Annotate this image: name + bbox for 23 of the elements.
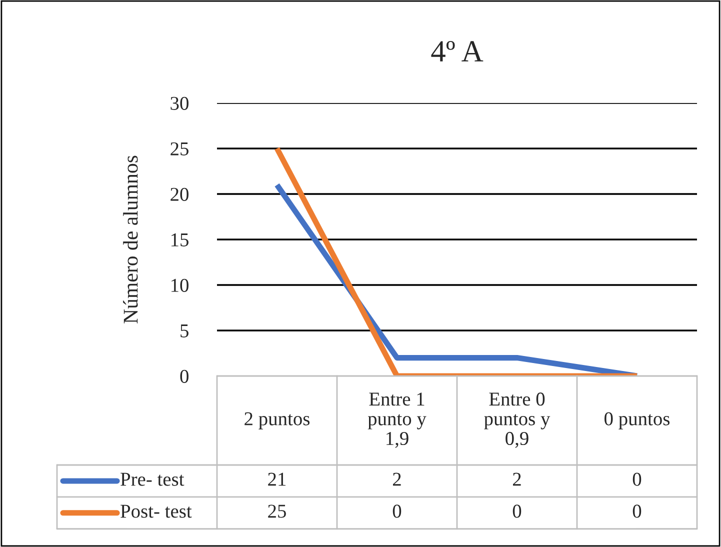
x-tick-label: 2 puntos xyxy=(244,412,310,430)
data-label: 0 xyxy=(632,472,642,486)
data-label: 2 xyxy=(392,472,401,486)
data-label: 0 xyxy=(512,504,522,518)
data-label: 21 xyxy=(268,472,286,486)
chart-title: 4º A xyxy=(431,41,484,62)
y-tick-label: 25 xyxy=(170,142,188,156)
data-label: 0 xyxy=(392,504,402,518)
y-axis-title: Número de alumnos xyxy=(123,156,138,324)
x-tick-label: Entre 1 punto y 1,9 xyxy=(368,392,426,448)
y-tick-label: 20 xyxy=(170,188,188,201)
y-tick-label: 30 xyxy=(170,96,188,110)
legend-label: Pre- test xyxy=(120,472,184,486)
y-tick-label: 5 xyxy=(180,324,188,338)
y-tick-label: 15 xyxy=(171,233,188,246)
y-tick-label: 0 xyxy=(180,370,188,383)
y-tick-label: 10 xyxy=(171,278,188,292)
data-label: 25 xyxy=(268,504,286,518)
x-tick-label: Entre 0 puntos y 0,9 xyxy=(484,392,550,448)
data-label: 2 xyxy=(512,472,521,486)
legend-label: Post- test xyxy=(120,504,192,518)
x-tick-label: 0 puntos xyxy=(604,412,670,430)
data-label: 0 xyxy=(632,504,642,518)
